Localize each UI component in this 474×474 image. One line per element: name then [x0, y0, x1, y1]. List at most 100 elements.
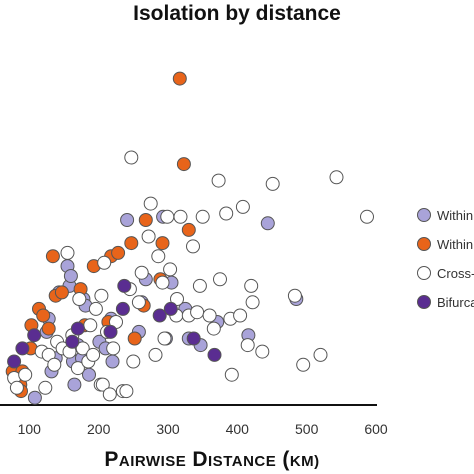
x-axis-label: PAIRWISE DISTANCE (KM) — [104, 448, 319, 471]
data-point-s2-36 — [148, 347, 163, 362]
data-point-s2-63 — [265, 176, 280, 191]
data-point-s2-50 — [202, 308, 217, 323]
data-point-s2-9 — [60, 245, 75, 260]
data-point-s2-60 — [244, 278, 259, 293]
data-point-s2-20 — [94, 288, 109, 303]
data-point-s2-66 — [313, 347, 328, 362]
data-point-s2-54 — [219, 206, 234, 221]
data-point-s1-23 — [155, 236, 170, 251]
data-point-s1-18 — [124, 236, 139, 251]
data-point-s2-52 — [211, 173, 226, 188]
data-point-s2-57 — [233, 308, 248, 323]
legend-label-1: Within — [437, 237, 473, 252]
data-point-s2-64 — [287, 288, 302, 303]
data-point-s1-11 — [54, 285, 69, 300]
data-point-s2-25 — [106, 341, 121, 356]
data-point-s2-41 — [163, 262, 178, 277]
data-point-s2-39 — [157, 331, 172, 346]
data-point-s2-31 — [126, 354, 141, 369]
data-point-s2-35 — [143, 196, 158, 211]
legend-marker-3 — [417, 295, 431, 309]
data-point-s2-13 — [72, 292, 87, 306]
legend-label-2: Cross- — [437, 266, 474, 281]
data-point-s3-7 — [117, 278, 132, 293]
data-point-s2-59 — [240, 338, 255, 353]
data-point-s2-2 — [18, 367, 33, 382]
legend-label-3: Bifurca — [437, 295, 474, 310]
data-point-s2-68 — [360, 209, 374, 224]
x-tick-label-300: 300 — [156, 421, 180, 437]
data-point-s2-6 — [47, 357, 62, 372]
data-point-s2-48 — [192, 278, 207, 293]
data-point-s1-19 — [127, 331, 142, 346]
data-point-s0-20 — [120, 213, 135, 227]
data-point-s1-9 — [45, 249, 60, 264]
data-point-s3-8 — [152, 308, 167, 323]
data-point-s2-30 — [124, 150, 139, 165]
legend-marker-0 — [417, 208, 431, 222]
legend-marker-2 — [417, 266, 431, 280]
data-point-s2-51 — [206, 321, 221, 336]
data-point-s2-38 — [155, 275, 170, 290]
data-point-s2-62 — [255, 344, 270, 359]
legend-label-0: Within — [437, 208, 473, 223]
data-point-s3-4 — [70, 321, 85, 336]
data-point-s2-65 — [296, 357, 311, 372]
data-point-s2-24 — [102, 387, 117, 402]
data-point-s2-61 — [245, 295, 260, 310]
data-point-s2-14 — [75, 341, 90, 356]
data-point-s2-16 — [83, 318, 98, 333]
data-point-s2-40 — [160, 209, 175, 224]
data-point-s3-5 — [103, 324, 118, 339]
data-point-s2-18 — [88, 301, 103, 316]
data-point-s1-25 — [176, 157, 191, 172]
data-point-s2-28 — [119, 384, 134, 399]
data-point-s3-2 — [27, 328, 42, 343]
data-point-s2-17 — [86, 347, 101, 362]
data-points — [5, 71, 374, 405]
chart-title: Isolation by distance — [133, 2, 341, 25]
data-point-s1-17 — [111, 245, 126, 260]
data-point-s2-43 — [170, 292, 184, 306]
data-point-s2-49 — [195, 209, 210, 224]
data-point-s3-6 — [115, 301, 130, 316]
data-point-s3-1 — [15, 341, 30, 356]
data-point-s2-56 — [224, 367, 239, 382]
data-point-s0-19 — [105, 354, 120, 369]
data-point-s0-10 — [67, 377, 82, 392]
data-point-s2-1 — [9, 380, 24, 395]
x-tick-labels: 100 200 300 400 500 600 — [18, 421, 388, 437]
x-tick-label-100: 100 — [18, 421, 42, 437]
data-point-s2-37 — [151, 249, 166, 264]
data-point-s2-12 — [70, 361, 85, 376]
x-tick-label-500: 500 — [295, 421, 319, 437]
data-point-s2-33 — [134, 265, 149, 280]
legend-marker-1 — [417, 237, 431, 251]
legend: Within Within Cross- Bifurca — [417, 208, 474, 310]
data-point-s0-32 — [260, 216, 275, 231]
data-point-s1-24 — [172, 71, 187, 86]
x-tick-label-400: 400 — [226, 421, 250, 437]
data-point-s3-10 — [186, 331, 201, 346]
data-point-s1-7 — [36, 308, 51, 323]
data-point-s2-67 — [329, 170, 344, 185]
data-point-s2-32 — [131, 295, 146, 310]
data-point-s1-26 — [181, 222, 196, 237]
data-point-s1-8 — [41, 321, 56, 336]
data-point-s0-8 — [63, 269, 78, 283]
data-point-s2-34 — [141, 229, 156, 244]
data-point-s0-0 — [27, 390, 42, 405]
data-point-s2-44 — [173, 209, 188, 224]
data-point-s3-9 — [163, 301, 178, 316]
data-point-s3-3 — [65, 334, 80, 349]
data-point-s2-21 — [95, 377, 110, 392]
data-point-s2-53 — [213, 272, 227, 287]
x-tick-label-200: 200 — [87, 421, 111, 437]
data-point-s1-21 — [138, 213, 153, 227]
data-point-s3-0 — [7, 354, 22, 369]
data-point-s2-47 — [190, 305, 205, 320]
x-tick-label-600: 600 — [364, 421, 388, 437]
data-point-s2-46 — [186, 239, 200, 254]
